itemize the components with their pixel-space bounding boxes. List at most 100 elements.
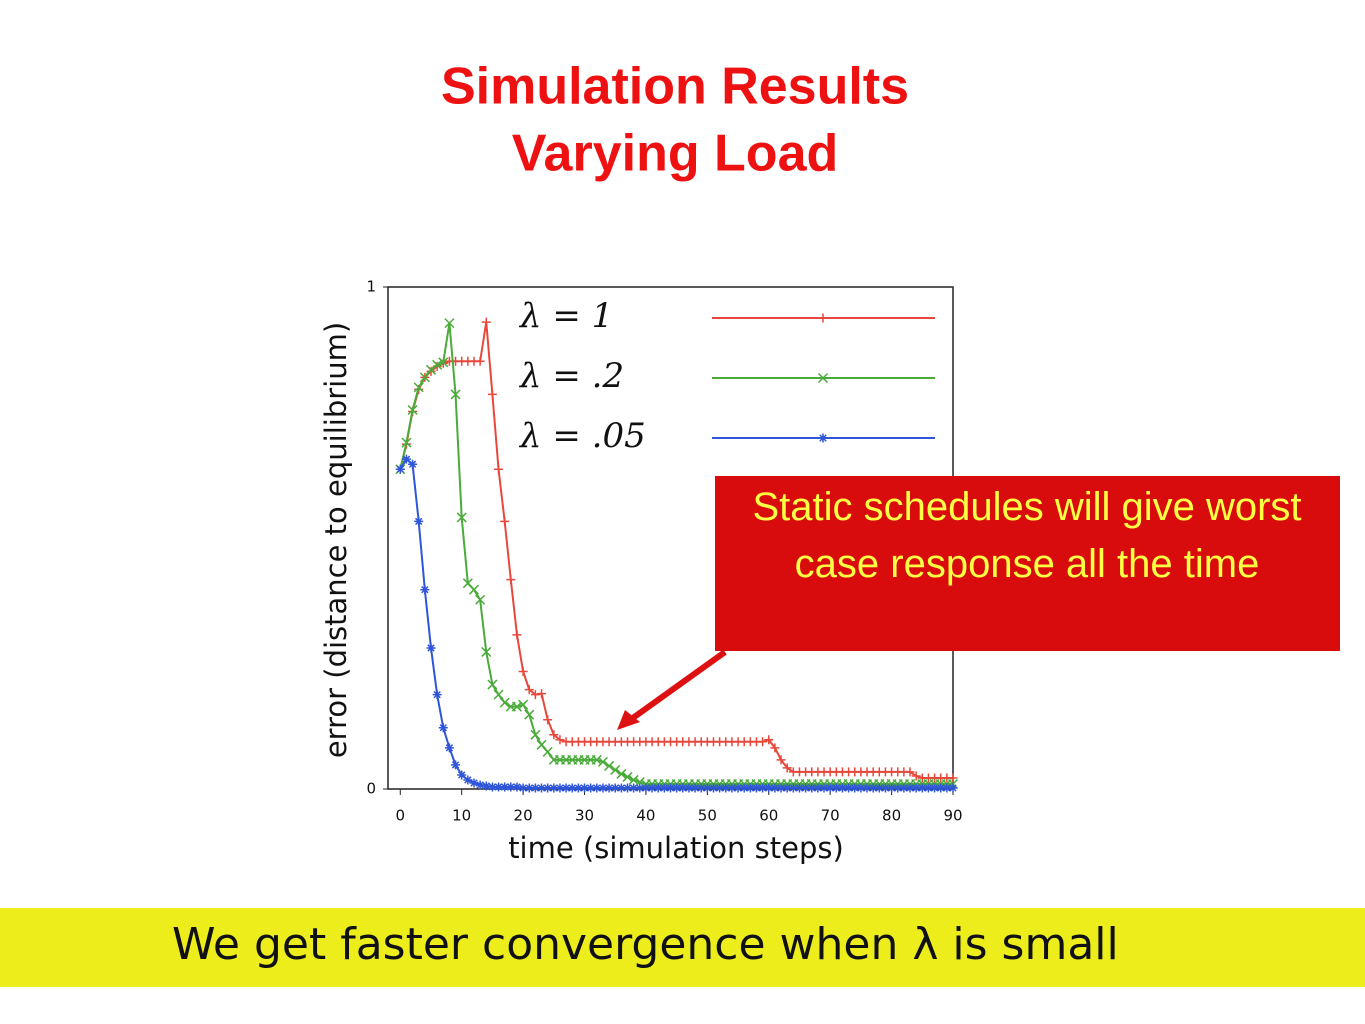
data-marker [444,318,455,329]
data-marker [893,783,903,793]
data-marker [899,783,909,793]
data-marker [401,437,412,448]
data-marker [721,783,731,793]
data-marker [511,701,522,712]
data-marker [450,389,461,400]
data-marker [518,699,529,710]
data-marker [770,743,780,753]
data-marker [782,783,792,793]
legend-marker [818,433,828,443]
data-marker [451,760,461,770]
data-marker [715,783,725,793]
data-marker [764,735,774,745]
data-marker [930,783,940,793]
data-marker [813,783,823,793]
data-marker [622,771,633,782]
data-marker [426,643,436,653]
data-marker [481,781,491,791]
data-marker [591,754,602,765]
data-marker [623,783,633,793]
data-marker [580,783,590,793]
data-marker [432,690,442,700]
data-marker [690,783,700,793]
data-marker [561,783,571,793]
data-marker [936,783,946,793]
data-marker [678,783,688,793]
data-marker [432,359,443,370]
data-marker [942,783,952,793]
data-marker [666,783,675,793]
data-marker [487,679,498,690]
data-marker [887,783,897,793]
data-marker [923,783,933,793]
x-tick-label: 50 [698,807,717,825]
data-marker [837,783,847,793]
data-marker [647,783,657,793]
arrow-head [617,710,640,730]
data-marker [555,735,565,745]
data-marker [395,464,405,474]
data-marker [911,771,921,781]
data-marker [543,715,553,725]
data-marker [745,783,755,793]
data-marker [499,697,510,708]
data-marker [475,780,485,790]
data-marker [419,372,430,383]
data-marker [610,783,620,793]
x-tick-label: 0 [396,807,406,825]
data-marker [494,782,504,792]
data-marker [530,729,541,740]
data-marker [487,389,497,399]
data-marker [825,783,835,793]
data-marker [739,783,749,793]
data-marker [493,689,504,700]
x-tick-label: 20 [514,807,533,825]
y-tick-label: 1 [366,278,376,296]
data-marker [542,746,553,757]
data-marker [401,454,411,464]
data-marker [512,630,522,640]
data-marker [917,783,927,793]
data-marker [684,783,694,793]
annotation-box [715,476,1340,651]
data-marker [537,689,547,699]
data-marker [469,778,479,788]
data-marker [408,459,418,469]
x-tick-label: 40 [636,807,655,825]
data-marker [856,783,866,793]
data-marker [481,646,492,657]
legend-label: λ = .05 [518,416,646,456]
data-marker [807,783,817,793]
data-marker [530,783,540,793]
data-marker [573,783,583,793]
data-marker [475,594,486,605]
data-marker [413,382,424,393]
data-marker [696,783,706,793]
data-marker [831,783,841,793]
x-tick-label: 10 [452,807,471,825]
data-marker [708,783,718,793]
data-marker [506,782,516,792]
data-marker [635,783,645,793]
data-marker [948,783,958,793]
data-marker [524,709,535,720]
x-tick-label: 90 [943,807,962,825]
data-marker [850,783,860,793]
x-tick-label: 80 [882,807,901,825]
data-marker [518,783,528,793]
data-marker [610,764,621,775]
legend-label: λ = 1 [518,296,613,336]
data-marker [653,783,663,793]
data-marker [438,357,449,368]
annotation-arrow [628,649,727,723]
data-marker [819,783,829,793]
data-marker [751,783,761,793]
data-marker [788,783,798,793]
chart-subtitle: Varying Load [512,125,839,183]
data-marker [537,783,547,793]
chart-title: Simulation Results [441,58,909,116]
data-marker [463,775,473,785]
data-marker [604,760,615,771]
x-tick-label: 60 [759,807,778,825]
